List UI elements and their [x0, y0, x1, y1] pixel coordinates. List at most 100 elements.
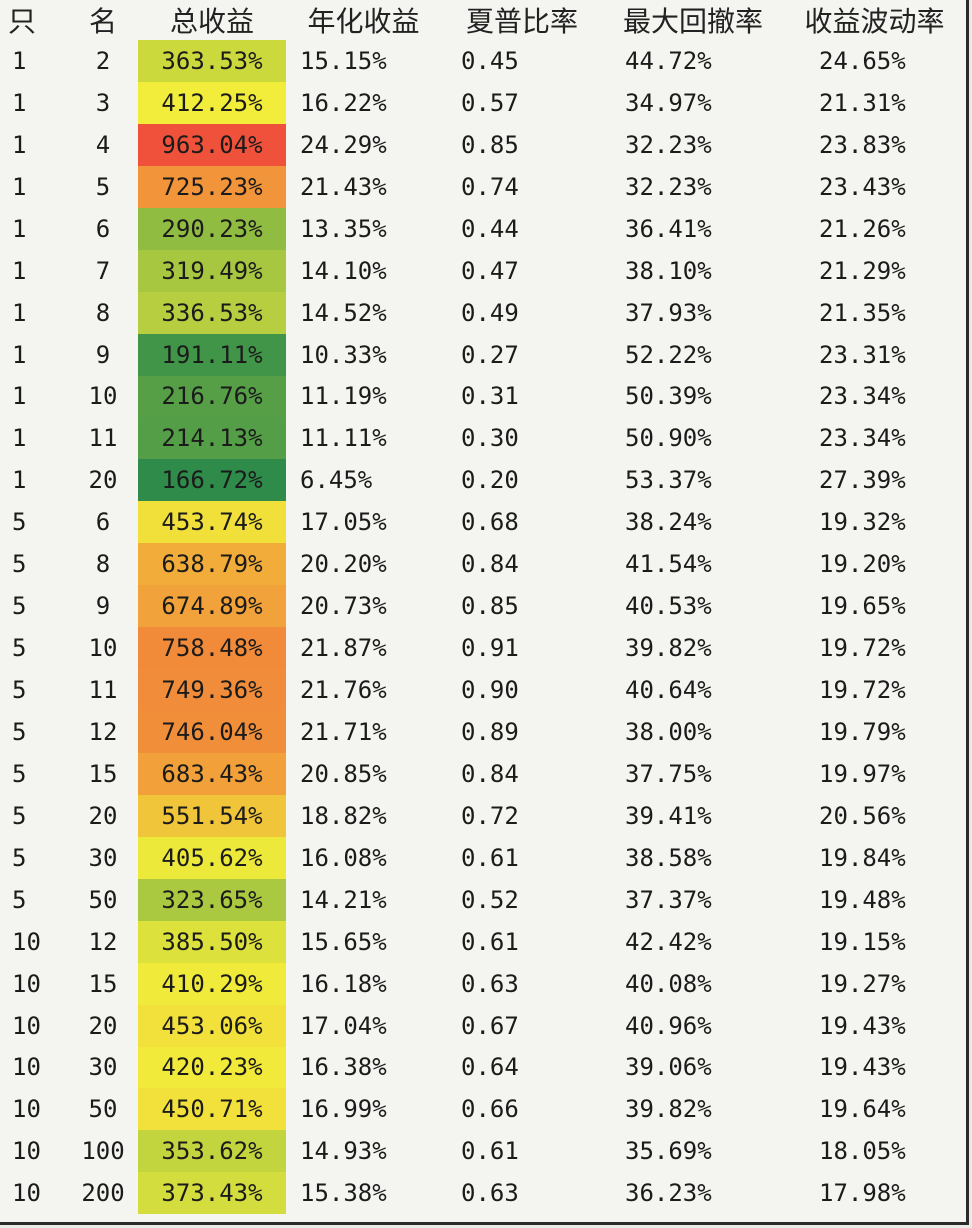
- table-row: 10 15 410.29% 16.18% 0.63 40.08% 19.27%: [0, 962, 966, 1005]
- table-cell: 1: [12, 214, 27, 243]
- table-cell: 30: [88, 1053, 118, 1082]
- table-row: 1 9 191.11% 10.33% 0.27 52.22% 23.31%: [0, 333, 966, 376]
- table-row: 10 200 373.43% 15.38% 0.63 36.23% 17.98%: [0, 1172, 966, 1215]
- table-cell: 0.52: [461, 885, 519, 914]
- table-cell: 0.45: [461, 46, 519, 75]
- table-cell: 19.84%: [819, 843, 906, 872]
- table-cell: 19.64%: [819, 1095, 906, 1124]
- table-cell: 0.84: [461, 759, 519, 788]
- table-row: 1 7 319.49% 14.10% 0.47 38.10% 21.29%: [0, 249, 966, 292]
- table-cell: 0.63: [461, 1179, 519, 1208]
- table-cell: 20.56%: [819, 801, 906, 830]
- table-cell: 36.41%: [625, 214, 712, 243]
- header-cell: 总收益: [169, 5, 254, 38]
- table-cell: 0.27: [461, 340, 519, 369]
- table-cell: 50: [88, 1095, 118, 1124]
- table-cell: 0.64: [461, 1053, 519, 1082]
- table-cell: 5: [12, 843, 27, 872]
- table-cell: 18.05%: [819, 1137, 906, 1166]
- table-cell: 23.34%: [819, 382, 906, 411]
- table-cell: 0.90: [461, 676, 519, 705]
- table-cell: 200: [81, 1179, 125, 1208]
- table-cell: 37.37%: [625, 885, 712, 914]
- table-cell: 10: [88, 634, 118, 663]
- table-cell: 23.43%: [819, 172, 906, 201]
- total-return-cell: 336.53%: [138, 291, 286, 334]
- table-cell: 20: [88, 466, 118, 495]
- table-cell: 10: [12, 1179, 41, 1208]
- table-cell: 20: [88, 801, 118, 830]
- table-row: 10 50 450.71% 16.99% 0.66 39.82% 19.64%: [0, 1088, 966, 1131]
- table-row: 5 15 683.43% 20.85% 0.84 37.75% 19.97%: [0, 752, 966, 795]
- table-cell: 38.10%: [625, 256, 712, 285]
- table-row: 1 4 963.04% 24.29% 0.85 32.23% 23.83%: [0, 123, 966, 166]
- total-return-cell: 353.62%: [138, 1130, 286, 1173]
- table-cell: 0.84: [461, 550, 519, 579]
- header-cell: 收益波动率: [804, 5, 945, 38]
- table-row: 5 6 453.74% 17.05% 0.68 38.24% 19.32%: [0, 501, 966, 544]
- table-row: 5 20 551.54% 18.82% 0.72 39.41% 20.56%: [0, 794, 966, 837]
- table-cell: 23.83%: [819, 130, 906, 159]
- table-cell: 21.43%: [300, 172, 387, 201]
- table-cell: 1: [12, 298, 27, 327]
- table-row: 10 30 420.23% 16.38% 0.64 39.06% 19.43%: [0, 1046, 966, 1089]
- table-cell: 19.79%: [819, 717, 906, 746]
- table-cell: 2: [95, 46, 111, 75]
- table-cell: 19.72%: [819, 676, 906, 705]
- header-cell: 只: [8, 5, 37, 38]
- total-return-cell: 450.71%: [138, 1088, 286, 1131]
- table-cell: 0.30: [461, 424, 519, 453]
- table-cell: 50.39%: [625, 382, 712, 411]
- table-cell: 10: [12, 1053, 41, 1082]
- table-cell: 5: [12, 634, 27, 663]
- table-cell: 10: [12, 927, 41, 956]
- table-cell: 5: [12, 801, 27, 830]
- table-cell: 20.20%: [300, 550, 387, 579]
- total-return-cell: 420.23%: [138, 1046, 286, 1089]
- table-row: 5 50 323.65% 14.21% 0.52 37.37% 19.48%: [0, 878, 966, 921]
- table-cell: 1: [12, 424, 27, 453]
- table-cell: 21.29%: [819, 256, 906, 285]
- table-cell: 6: [95, 214, 111, 243]
- table-cell: 38.58%: [625, 843, 712, 872]
- table-cell: 15.38%: [300, 1179, 387, 1208]
- table-cell: 16.08%: [300, 843, 387, 872]
- table-cell: 0.31: [461, 382, 519, 411]
- table-cell: 39.41%: [625, 801, 712, 830]
- table-cell: 5: [95, 172, 111, 201]
- table-cell: 1: [12, 466, 27, 495]
- table-cell: 5: [12, 550, 27, 579]
- table-cell: 7: [95, 256, 111, 285]
- table-row: 1 6 290.23% 13.35% 0.44 36.41% 21.26%: [0, 207, 966, 250]
- table-cell: 14.10%: [300, 256, 387, 285]
- table-body: 1 2 363.53% 15.15% 0.45 44.72% 24.65% 1 3 412.25%…: [0, 40, 966, 1215]
- table-cell: 16.18%: [300, 969, 387, 998]
- table-cell: 5: [12, 885, 27, 914]
- table-cell: 0.66: [461, 1095, 519, 1124]
- table-cell: 14.52%: [300, 298, 387, 327]
- table-cell: 11: [88, 676, 118, 705]
- table-cell: 10: [88, 382, 118, 411]
- table-row: 10 100 353.62% 14.93% 0.61 35.69% 18.05%: [0, 1130, 966, 1173]
- table-cell: 100: [81, 1137, 125, 1166]
- header-row: 只 名 总收益 年化收益 夏普比率 最大回撤率 收益波动率: [0, 0, 966, 40]
- table-cell: 19.43%: [819, 1011, 906, 1040]
- table-cell: 19.48%: [819, 885, 906, 914]
- table-cell: 42.42%: [625, 927, 712, 956]
- total-return-cell: 453.06%: [138, 1004, 286, 1047]
- table-cell: 11.19%: [300, 382, 387, 411]
- table-cell: 14.21%: [300, 885, 387, 914]
- total-return-cell: 405.62%: [138, 836, 286, 879]
- table-cell: 17.04%: [300, 1011, 387, 1040]
- table-cell: 21.87%: [300, 634, 387, 663]
- table-cell: 15: [88, 969, 118, 998]
- table-cell: 5: [12, 508, 27, 537]
- table-cell: 12: [88, 927, 118, 956]
- header-cell: 年化收益: [307, 5, 420, 38]
- table-cell: 5: [12, 592, 27, 621]
- table-cell: 16.38%: [300, 1053, 387, 1082]
- total-return-cell: 290.23%: [138, 207, 286, 250]
- table-cell: 17.98%: [819, 1179, 906, 1208]
- table-cell: 38.24%: [625, 508, 712, 537]
